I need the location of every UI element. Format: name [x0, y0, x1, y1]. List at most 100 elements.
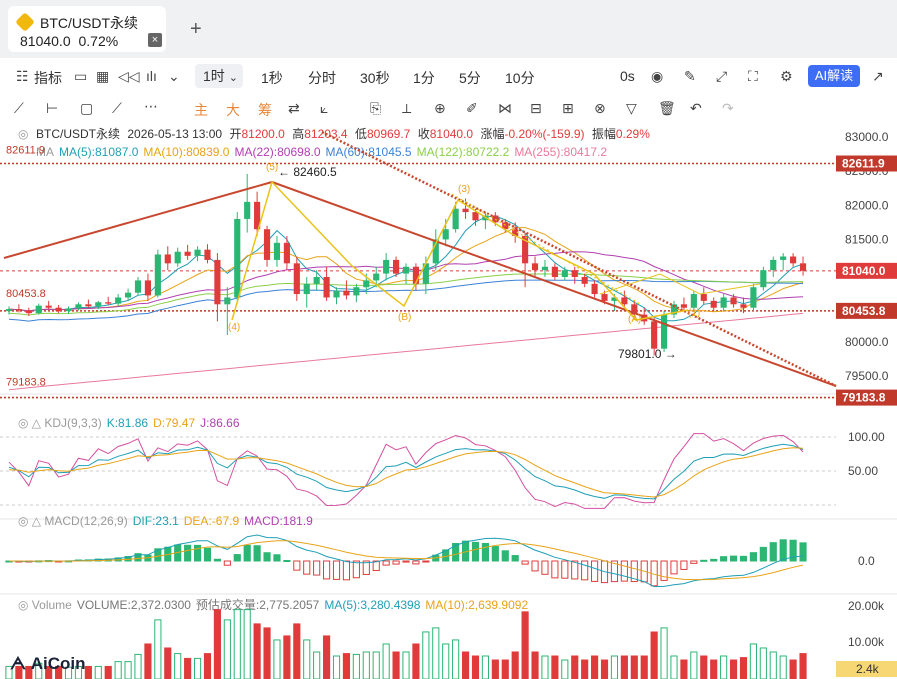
share-icon[interactable]: ↗ — [872, 68, 884, 84]
symbol-tab[interactable]: BTC/USDT永续 81040.0 0.72% × — [8, 6, 166, 52]
interval-1m[interactable]: 1分 — [413, 70, 435, 86]
candle-body — [799, 263, 807, 271]
price-axis: 83000.082500.082000.081500.081000.080500… — [836, 130, 897, 406]
volume-legend: ◎ Volume VOLUME:2,372.0300 预估成交量:2,775.205… — [18, 597, 528, 612]
binance-logo-icon — [15, 12, 35, 32]
chevron-down-icon[interactable]: ⌄ — [168, 68, 180, 84]
chip-button[interactable]: 筹 — [258, 102, 272, 118]
ma-legend-item: MA(122):80722.2 — [417, 145, 510, 159]
layout-icon[interactable]: ▭ — [74, 68, 88, 84]
candle-body — [432, 239, 439, 264]
candle-body — [164, 254, 171, 264]
candle-body — [422, 263, 429, 284]
grid-icon[interactable]: ▦ — [96, 68, 110, 84]
drawing-overlays: (5) (4) (3) (B) (A) (1) ← 82460.5 79801.0 → — [3, 130, 837, 388]
price-tag-label: 79183.8 — [842, 391, 886, 405]
level-left-label: 82611.9 — [6, 145, 45, 157]
interval-5m[interactable]: 5分 — [459, 70, 481, 86]
fullscreen-icon[interactable]: ⤢ — [716, 68, 728, 84]
macd-dea: DEA:-67.9 — [184, 514, 240, 528]
macd-histogram-bar — [323, 560, 331, 580]
hline-tool-icon[interactable]: ⊢ — [46, 100, 59, 116]
redo-icon[interactable]: ↷ — [722, 100, 734, 116]
macd-histogram-bar — [680, 560, 688, 570]
interval-1s[interactable]: 1秒 — [261, 70, 283, 86]
chart-type-icon[interactable]: ılı — [146, 68, 157, 84]
volume-bar — [541, 655, 549, 679]
macd-histogram-bar — [233, 554, 241, 562]
macd-histogram-bar — [283, 560, 291, 563]
main-force-button[interactable]: 主 — [194, 102, 208, 118]
volume-tick: 20.00k — [848, 599, 885, 613]
volume-bar — [442, 643, 450, 679]
measure-icon[interactable]: ⟀ — [320, 100, 329, 116]
chart-canvas[interactable]: ◎ BTC/USDT永续 2026-05-13 13:00 开81200.0 高… — [0, 124, 897, 679]
candle-body — [392, 259, 400, 274]
line-tool-icon[interactable]: ⟋ — [14, 100, 24, 116]
candle-body — [293, 263, 300, 295]
macd-histogram-bar — [789, 539, 797, 562]
replay-icon[interactable]: ◁◁ — [118, 68, 140, 84]
macd-histogram-bar — [571, 560, 579, 580]
aicoin-logo: ᗅ AiCoin — [10, 654, 86, 674]
big-order-button[interactable]: 大 — [226, 102, 240, 118]
brush-icon[interactable]: ✐ — [466, 100, 478, 116]
candle-body — [25, 310, 32, 314]
magnet-icon[interactable]: ⋈ — [498, 100, 512, 116]
macd-histogram-bar — [749, 552, 757, 562]
add-tab-button[interactable]: + — [190, 18, 202, 40]
trash-icon[interactable]: 🗑 — [658, 100, 676, 116]
price-header: ◎ BTC/USDT永续 2026-05-13 13:00 开81200.0 高… — [18, 126, 650, 141]
zoom-icon[interactable]: ⊕ — [434, 100, 446, 116]
volume-bar — [154, 619, 162, 679]
eye-icon[interactable]: ◎ — [18, 127, 28, 141]
candle-body — [740, 304, 747, 308]
sliders-icon[interactable]: ☷ — [16, 68, 29, 84]
lock-icon[interactable]: ⊟ — [530, 100, 542, 116]
undo-icon[interactable]: ↶ — [690, 100, 702, 116]
interval-10m[interactable]: 10分 — [505, 70, 535, 86]
ai-interpret-button[interactable]: AI解读 — [808, 65, 860, 87]
macd-histogram-bar — [382, 560, 390, 566]
ray-tool-icon[interactable]: ⟋ — [112, 100, 122, 116]
volume-bar — [362, 651, 370, 679]
volume-bar — [352, 653, 360, 679]
volume-bar — [84, 665, 92, 679]
candle-body — [363, 280, 370, 288]
bookmark-icon[interactable]: ⎘ — [370, 100, 382, 116]
interval-30s[interactable]: 30秒 — [360, 70, 390, 86]
drawing-toolbar: ⟋ ⊢ ▢ ⟋ ⋯ 主 大 筹 ⇄ ⟀ ⎘ ⟂ ⊕ ✐ ⋈ ⊟ ⊞ ⊗ ▽ 🗑 … — [0, 94, 897, 124]
volume-bar — [759, 647, 767, 679]
macd-histogram-bar — [154, 548, 162, 562]
macd-name: ◎ △ MACD(12,26,9) — [18, 514, 128, 528]
note-icon[interactable]: ⊞ — [562, 100, 574, 116]
volume-bar — [581, 659, 589, 679]
camera-icon[interactable]: ◉ — [651, 68, 664, 84]
volume-bar — [243, 609, 251, 679]
close-tab-button[interactable]: × — [148, 33, 162, 47]
pencil-icon[interactable]: ✎ — [684, 68, 696, 84]
wave-label: (5) — [266, 162, 278, 173]
low-marker-label: 79801.0 → — [618, 347, 677, 361]
swap-icon[interactable]: ⇄ — [288, 100, 300, 116]
link-icon[interactable]: ⊗ — [594, 100, 606, 116]
candle-body — [333, 290, 340, 298]
rectangle-tool-icon[interactable]: ▢ — [80, 100, 94, 116]
gear-icon[interactable]: ⚙ — [780, 68, 793, 84]
indicators-button[interactable]: 指标 — [34, 70, 62, 86]
volume-bar — [630, 655, 638, 679]
volume-name: ◎ Volume — [18, 598, 72, 612]
interval-timeshare[interactable]: 分时 — [308, 70, 336, 86]
volume-bar — [193, 657, 202, 679]
ruler-icon[interactable]: ⟂ — [402, 100, 412, 116]
more-tools-icon[interactable]: ⋯ — [144, 98, 158, 114]
volume-bar — [600, 659, 609, 679]
candle-body — [353, 287, 360, 296]
volume-value: VOLUME:2,372.0300 — [77, 598, 191, 612]
candle-body — [55, 307, 62, 312]
interval-select[interactable]: 1时 ⌄ — [195, 64, 243, 88]
expand-icon[interactable]: ⛶ — [748, 68, 758, 84]
macd-histogram-bar — [412, 560, 420, 565]
countdown-label[interactable]: 0s — [620, 68, 635, 84]
filter-icon[interactable]: ▽ — [626, 100, 637, 116]
